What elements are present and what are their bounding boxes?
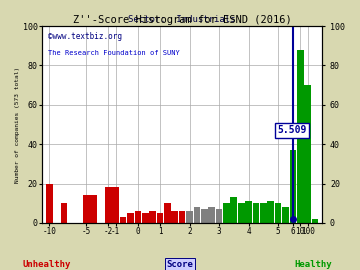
Bar	[304, 85, 311, 223]
Text: 5.509: 5.509	[278, 125, 307, 136]
Text: Score: Score	[167, 260, 193, 269]
Bar	[260, 203, 267, 223]
Bar	[171, 211, 178, 223]
Bar	[253, 203, 259, 223]
Bar	[216, 209, 222, 223]
Bar	[238, 203, 244, 223]
Bar	[142, 213, 149, 223]
Bar	[83, 195, 90, 223]
Bar	[127, 213, 134, 223]
Bar	[201, 209, 208, 223]
Bar	[120, 217, 126, 223]
Text: Sector:  Industrials: Sector: Industrials	[129, 15, 236, 24]
Bar	[282, 207, 289, 223]
Bar	[230, 197, 237, 223]
Bar	[157, 213, 163, 223]
Bar	[112, 187, 119, 223]
Bar	[105, 187, 112, 223]
Bar	[223, 203, 230, 223]
Text: The Research Foundation of SUNY: The Research Foundation of SUNY	[48, 50, 179, 56]
Bar	[275, 203, 282, 223]
Bar	[46, 184, 53, 223]
Bar	[267, 201, 274, 223]
Text: ©www.textbiz.org: ©www.textbiz.org	[48, 32, 122, 41]
Bar	[135, 211, 141, 223]
Y-axis label: Number of companies (573 total): Number of companies (573 total)	[15, 66, 20, 183]
Bar	[297, 50, 303, 223]
Bar	[149, 211, 156, 223]
Bar	[312, 219, 318, 223]
Bar	[90, 195, 97, 223]
Title: Z''-Score Histogram for ESND (2016): Z''-Score Histogram for ESND (2016)	[73, 15, 292, 25]
Bar	[245, 201, 252, 223]
Bar	[194, 207, 200, 223]
Text: Healthy: Healthy	[294, 260, 332, 269]
Bar	[164, 203, 171, 223]
Bar	[186, 211, 193, 223]
Text: Unhealthy: Unhealthy	[23, 260, 71, 269]
Bar	[208, 207, 215, 223]
Bar	[289, 150, 296, 223]
Bar	[179, 211, 185, 223]
Bar	[61, 203, 67, 223]
